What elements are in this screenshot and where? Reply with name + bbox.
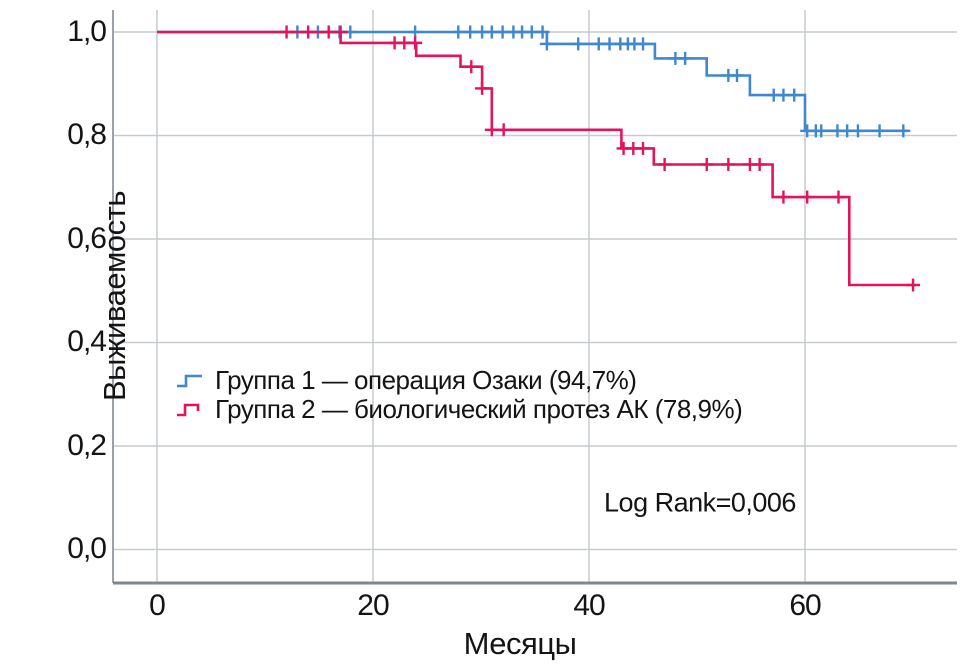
x-tick-label: 20	[357, 589, 389, 622]
log-rank-annotation: Log Rank=0,006	[604, 487, 796, 518]
legend-item-group1: Группа 1 — операция Озаки (94,7%)	[176, 365, 742, 395]
series	[157, 25, 921, 292]
gridlines	[113, 10, 957, 583]
step-line-icon	[177, 403, 200, 416]
legend-label-group2: Группа 2 — биологический протез АК (78,9…	[215, 394, 743, 424]
legend: Группа 1 — операция Озаки (94,7%) Группа…	[176, 365, 743, 424]
y-tick-label: 0,0	[67, 532, 107, 566]
legend-label-group1: Группа 1 — операция Озаки (94,7%)	[215, 365, 637, 395]
y-tick-label: 1,0	[67, 14, 107, 48]
y-tick-label: 0,6	[67, 221, 107, 255]
legend-item-group2: Группа 2 — биологический протез АК (78,9…	[176, 394, 743, 424]
series	[157, 25, 911, 138]
y-tick-label: 0,8	[67, 118, 107, 152]
survival-curves	[157, 25, 921, 292]
axis-borders	[112, 10, 957, 585]
x-tick-label: 0	[149, 589, 166, 622]
step-line-icon	[177, 374, 202, 387]
x-tick-label: 60	[789, 589, 821, 622]
y-tick-label: 0,4	[67, 325, 107, 359]
y-tick-label: 0,2	[67, 428, 107, 462]
x-axis-title: Месяцы	[463, 626, 577, 661]
y-axis-title: Выживаемость	[97, 190, 133, 402]
x-tick-label: 40	[573, 589, 605, 622]
